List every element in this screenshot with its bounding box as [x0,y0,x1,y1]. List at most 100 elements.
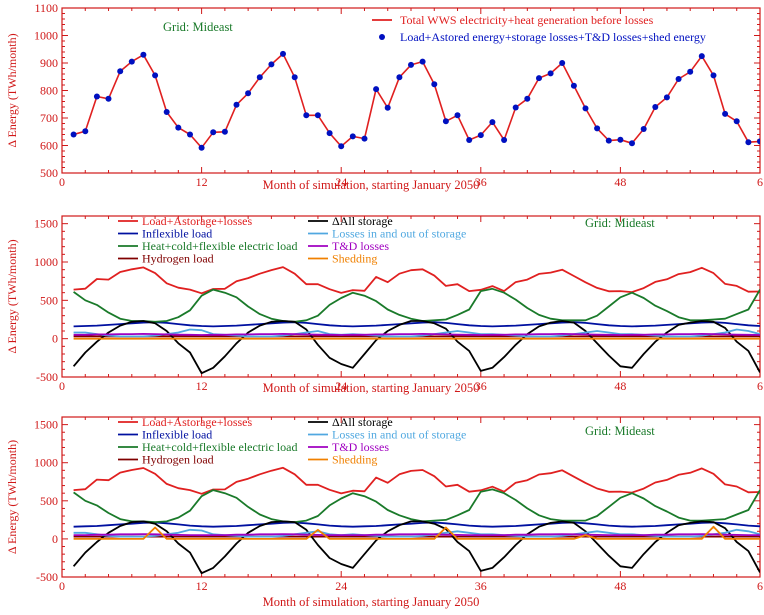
x-tick-label: 12 [196,175,208,189]
data-point [663,94,670,101]
data-point [245,90,252,97]
legend-marker [379,34,385,40]
y-tick-label: 1000 [34,456,58,470]
y-tick-label: 700 [40,111,58,125]
x-tick-label: 24 [335,579,347,593]
series-group [72,266,760,375]
legend-label: Hydrogen load [142,453,214,467]
series-line [73,533,760,537]
series-line [72,320,760,375]
series-line [73,53,760,149]
data-point [559,60,566,66]
legend-label: T&D losses [332,239,389,253]
data-point [396,74,403,81]
data-point [326,130,333,137]
data-point [175,124,182,131]
data-point [140,51,147,58]
y-tick-label: 600 [40,139,58,153]
grid-annotation: Grid: Mideast [163,20,233,34]
legend-label: Shedding [332,252,377,266]
y-axis-label: Δ Energy (TWh/month) [5,33,19,147]
x-tick-label: 6 [757,379,763,393]
series-line [73,287,760,323]
data-point [710,72,717,79]
data-point [198,144,205,151]
x-tick-label: 36 [475,579,487,593]
legend-label: Losses in and out of storage [332,428,466,442]
y-tick-label: 1000 [34,255,58,269]
x-tick-label: 48 [614,175,626,189]
data-point [419,58,426,65]
data-point [629,140,635,147]
legend-label: Heat+cold+flexible electric load [142,239,297,253]
data-point [338,143,345,150]
data-point [256,74,263,81]
x-axis-label: Month of simulation, starting January 20… [263,381,480,395]
data-point [594,125,601,132]
data-point [733,118,740,125]
legend: Total WWS electricity+heat generation be… [372,13,706,44]
data-point [605,137,612,144]
y-tick-label: 0 [52,332,58,346]
series-line [72,520,760,575]
y-tick-label: 800 [40,84,58,98]
series-line [73,466,760,495]
y-axis-label: Δ Energy (TWh/month) [5,440,19,554]
data-point [361,135,368,142]
series-line [73,525,760,540]
data-point [128,58,135,65]
y-tick-label: 1500 [34,418,58,432]
x-tick-label: 0 [59,175,65,189]
data-point [408,61,414,68]
data-point [117,68,124,75]
x-tick-label: 36 [475,175,487,189]
data-point [210,129,217,136]
x-axis-label: Month of simulation, starting January 20… [263,595,480,609]
data-point [82,128,89,135]
data-point [501,137,508,143]
legend-label: Total WWS electricity+heat generation be… [400,13,654,27]
y-tick-label: -500 [36,370,58,384]
y-tick-label: 1100 [34,1,58,15]
x-tick-label: 48 [614,379,626,393]
x-axis-label: Month of simulation, starting January 20… [263,178,480,192]
data-point [582,105,589,112]
grid-annotation: Grid: Mideast [585,216,655,230]
y-tick-label: 500 [40,166,58,180]
x-tick-label: 12 [196,579,208,593]
data-point [93,93,100,100]
series-line [73,333,760,336]
data-point [303,112,310,119]
legend-label: Load+Astorage+losses [142,415,253,429]
y-tick-label: 500 [40,494,58,508]
legend-label: Heat+cold+flexible electric load [142,440,297,454]
y-tick-label: 0 [52,532,58,546]
series-line [73,266,760,295]
legend-label: Shedding [332,453,377,467]
data-point [687,68,694,75]
data-point [442,118,449,125]
data-point [152,72,159,79]
data-point [757,138,760,145]
data-point [105,95,112,102]
legend-label: Inflexible load [142,227,212,241]
data-point [570,82,577,89]
data-point [280,50,286,57]
x-tick-label: 6 [757,579,763,593]
series-line [73,488,760,523]
x-tick-label: 0 [59,379,65,393]
data-point [617,136,624,143]
x-tick-label: 6 [757,175,763,189]
data-point [268,61,275,68]
data-point [512,104,519,111]
series-group [70,50,760,151]
y-tick-label: 500 [40,293,58,307]
x-tick-label: 0 [59,579,65,593]
data-point [640,126,647,132]
data-point [536,75,542,82]
data-point [291,74,298,81]
data-point [373,86,380,93]
